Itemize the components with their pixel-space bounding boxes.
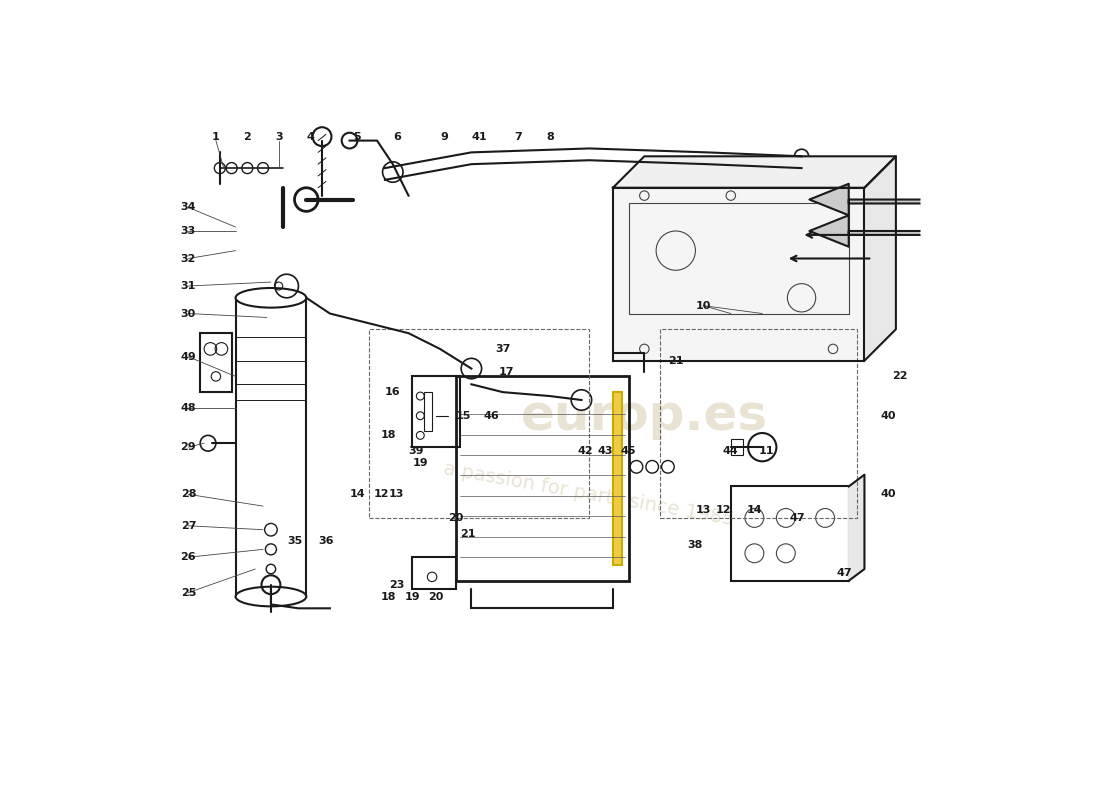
Text: 49: 49 [180, 352, 196, 362]
Bar [412, 558, 455, 589]
Text: 47: 47 [790, 513, 805, 523]
Bar [200, 333, 232, 392]
Text: 4: 4 [306, 132, 315, 142]
Text: 19: 19 [405, 591, 420, 602]
Text: 21: 21 [668, 356, 683, 366]
Text: 23: 23 [389, 580, 405, 590]
Text: 37: 37 [495, 344, 510, 354]
Text: 12: 12 [715, 505, 730, 515]
Text: 14: 14 [747, 505, 762, 515]
Circle shape [266, 564, 276, 574]
Text: 36: 36 [318, 537, 333, 546]
Bar [370, 330, 590, 518]
Text: 18: 18 [381, 591, 397, 602]
Text: 9: 9 [440, 132, 448, 142]
Text: 21: 21 [460, 529, 475, 538]
Bar [412, 377, 460, 447]
Text: 45: 45 [620, 446, 637, 456]
Bar [628, 203, 849, 314]
Text: 32: 32 [180, 254, 196, 263]
Text: 40: 40 [880, 490, 895, 499]
Text: 16: 16 [385, 387, 400, 397]
Polygon shape [810, 184, 920, 215]
Bar [235, 298, 306, 597]
Circle shape [383, 162, 403, 182]
Polygon shape [865, 156, 895, 361]
Circle shape [265, 544, 276, 555]
Text: 40: 40 [880, 410, 895, 421]
Polygon shape [849, 474, 865, 581]
Text: 41: 41 [472, 132, 487, 142]
Polygon shape [810, 215, 920, 246]
Text: 38: 38 [688, 541, 703, 550]
Circle shape [571, 390, 592, 410]
Text: 17: 17 [499, 367, 515, 378]
Text: 22: 22 [892, 371, 907, 382]
Text: 15: 15 [455, 410, 471, 421]
Text: 6: 6 [393, 132, 400, 142]
Text: 3: 3 [275, 132, 283, 142]
Text: 29: 29 [180, 442, 196, 452]
Circle shape [342, 133, 358, 149]
Bar [660, 330, 857, 518]
Text: 44: 44 [723, 446, 739, 456]
Text: 46: 46 [483, 410, 499, 421]
Text: 18: 18 [381, 430, 397, 440]
Text: 35: 35 [287, 537, 303, 546]
Circle shape [265, 523, 277, 536]
Circle shape [312, 127, 331, 146]
Text: 33: 33 [180, 226, 196, 236]
Text: 34: 34 [180, 202, 196, 213]
Text: 48: 48 [180, 403, 196, 413]
Bar [455, 377, 628, 581]
Text: 13: 13 [389, 490, 405, 499]
Polygon shape [613, 156, 895, 188]
Text: 8: 8 [546, 132, 554, 142]
Circle shape [794, 150, 808, 163]
Text: 2: 2 [243, 132, 251, 142]
Text: 28: 28 [180, 490, 196, 499]
Text: 27: 27 [180, 521, 196, 530]
Bar [425, 392, 432, 431]
Bar [730, 486, 849, 581]
Circle shape [461, 358, 482, 378]
Text: 43: 43 [597, 446, 613, 456]
Text: 1: 1 [212, 132, 220, 142]
Text: 42: 42 [578, 446, 593, 456]
Text: 11: 11 [758, 446, 774, 456]
Text: a passion for parts since 1985: a passion for parts since 1985 [442, 459, 736, 530]
Ellipse shape [235, 288, 306, 308]
Text: 5: 5 [353, 132, 361, 142]
Circle shape [200, 435, 216, 451]
Text: 31: 31 [180, 281, 196, 291]
Text: europ.es: europ.es [520, 392, 768, 440]
Circle shape [794, 161, 808, 175]
Text: 20: 20 [448, 513, 463, 523]
Text: 7: 7 [515, 132, 522, 142]
Text: 39: 39 [408, 446, 425, 456]
Text: 13: 13 [695, 505, 711, 515]
Text: 12: 12 [373, 490, 388, 499]
Text: 30: 30 [180, 309, 196, 318]
Text: 10: 10 [695, 301, 711, 310]
Text: 26: 26 [180, 552, 196, 562]
Text: 14: 14 [350, 490, 365, 499]
Polygon shape [613, 188, 865, 361]
Bar [730, 439, 743, 455]
Text: 25: 25 [180, 587, 196, 598]
Ellipse shape [235, 586, 306, 606]
Text: 20: 20 [428, 591, 443, 602]
Text: 19: 19 [412, 458, 428, 468]
Bar [613, 392, 623, 565]
Text: 47: 47 [837, 568, 852, 578]
